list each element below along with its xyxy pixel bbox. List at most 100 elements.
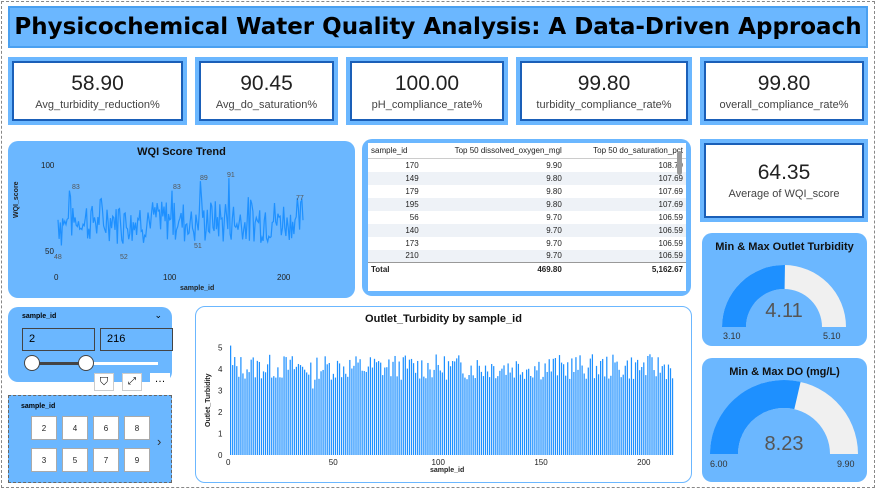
bar[interactable] [649,354,651,455]
bar[interactable] [367,366,369,455]
bar[interactable] [489,377,491,455]
bar[interactable] [517,363,520,455]
table-row[interactable]: 56 9.70 106.59 [368,211,686,224]
bar[interactable] [556,375,559,455]
slicer-tile[interactable]: 6 [93,416,119,440]
bar[interactable] [651,357,653,455]
bar[interactable] [643,362,645,455]
bar[interactable] [528,368,530,455]
bar[interactable] [456,358,458,455]
bar[interactable] [408,359,411,455]
bar[interactable] [363,370,365,455]
bar[interactable] [484,365,487,455]
bar[interactable] [304,369,306,455]
bar[interactable] [659,372,661,455]
slider-min-handle[interactable] [24,355,40,371]
bar[interactable] [310,362,312,455]
bar[interactable] [429,369,431,455]
bar[interactable] [653,370,655,455]
bar[interactable] [425,378,427,455]
bar[interactable] [595,365,598,455]
bar[interactable] [542,376,544,455]
bar[interactable] [583,373,585,455]
bar[interactable] [565,375,567,455]
column-header-sample-id[interactable]: sample_id [368,143,422,159]
bar[interactable] [503,365,505,455]
bar[interactable] [287,369,289,455]
kpi-card-do-saturation[interactable]: 90.45 Avg_do_saturation% [195,57,338,125]
table-scrollbar[interactable] [677,151,682,175]
bar[interactable] [458,355,460,455]
do-saturation-table[interactable]: sample_id Top 50 dissolved_oxygen_mgl To… [368,143,686,291]
bar[interactable] [585,378,587,455]
bar[interactable] [271,377,273,455]
slicer-tile[interactable]: 7 [93,448,119,472]
bar[interactable] [441,372,443,455]
slicer-max-input[interactable]: 216 [100,328,173,351]
filter-icon[interactable]: ⛉ [94,373,114,391]
bar[interactable] [252,357,254,455]
bar[interactable] [320,371,322,455]
bar[interactable] [608,378,610,455]
bar[interactable] [324,356,326,455]
bar[interactable] [544,363,546,455]
bar[interactable] [277,367,279,455]
bar[interactable] [394,355,396,455]
bar[interactable] [439,370,441,455]
bar[interactable] [419,378,421,455]
bar[interactable] [314,379,316,455]
bar[interactable] [639,370,641,455]
bar[interactable] [262,371,265,455]
bar[interactable] [507,363,509,455]
bar[interactable] [254,377,256,455]
bar[interactable] [423,376,425,455]
bar[interactable] [573,371,575,455]
bar[interactable] [375,362,378,455]
bar[interactable] [657,357,659,455]
bar[interactable] [291,356,293,455]
bar[interactable] [359,359,361,455]
bar[interactable] [470,365,472,455]
bar[interactable] [326,364,328,455]
table-row[interactable]: 173 9.70 106.59 [368,237,686,250]
table-row[interactable]: 179 9.80 107.69 [368,185,686,198]
bar[interactable] [295,366,298,455]
bar[interactable] [513,377,515,455]
bar[interactable] [575,357,577,455]
bar[interactable] [357,362,359,455]
bar[interactable] [299,365,302,455]
bar[interactable] [480,371,483,455]
bar[interactable] [250,359,252,455]
do-gauge-panel[interactable]: Min & Max DO (mg/L) 8.23 6.00 9.90 [702,358,867,482]
bar[interactable] [521,372,524,455]
bar[interactable] [655,376,657,455]
bar[interactable] [579,355,581,455]
bar[interactable] [600,360,602,455]
bar[interactable] [361,370,363,455]
bar[interactable] [308,374,310,455]
slicer-tile[interactable]: 5 [62,448,88,472]
sample-id-range-slicer[interactable]: sample_id ⌄ 2 216 [8,307,173,382]
bar[interactable] [466,379,468,455]
kpi-card-overall-compliance[interactable]: 99.80 overall_compliance_rate% [700,57,868,125]
bar[interactable] [597,374,600,455]
bar[interactable] [417,360,419,455]
bar[interactable] [445,379,448,455]
bar[interactable] [632,378,635,455]
bar[interactable] [569,378,571,455]
bar[interactable] [343,366,345,455]
bar[interactable] [661,366,663,455]
wqi-trend-chart-panel[interactable]: WQI Score Trend 100 50 WQI_score 0 100 2… [8,141,355,298]
focus-mode-icon[interactable]: ⤢ [122,373,142,391]
more-options-icon[interactable]: … [150,373,170,391]
bar[interactable] [589,358,591,455]
slicer-tile[interactable]: 2 [31,416,57,440]
turbidity-gauge-panel[interactable]: Min & Max Outlet Turbidity 4.11 3.10 5.1… [702,233,867,346]
bar[interactable] [647,355,649,455]
bar[interactable] [620,377,622,455]
bar[interactable] [618,369,620,455]
table-row[interactable]: 140 9.70 106.59 [368,223,686,237]
bar[interactable] [515,361,517,455]
bar[interactable] [571,358,573,455]
bar[interactable] [495,378,497,455]
